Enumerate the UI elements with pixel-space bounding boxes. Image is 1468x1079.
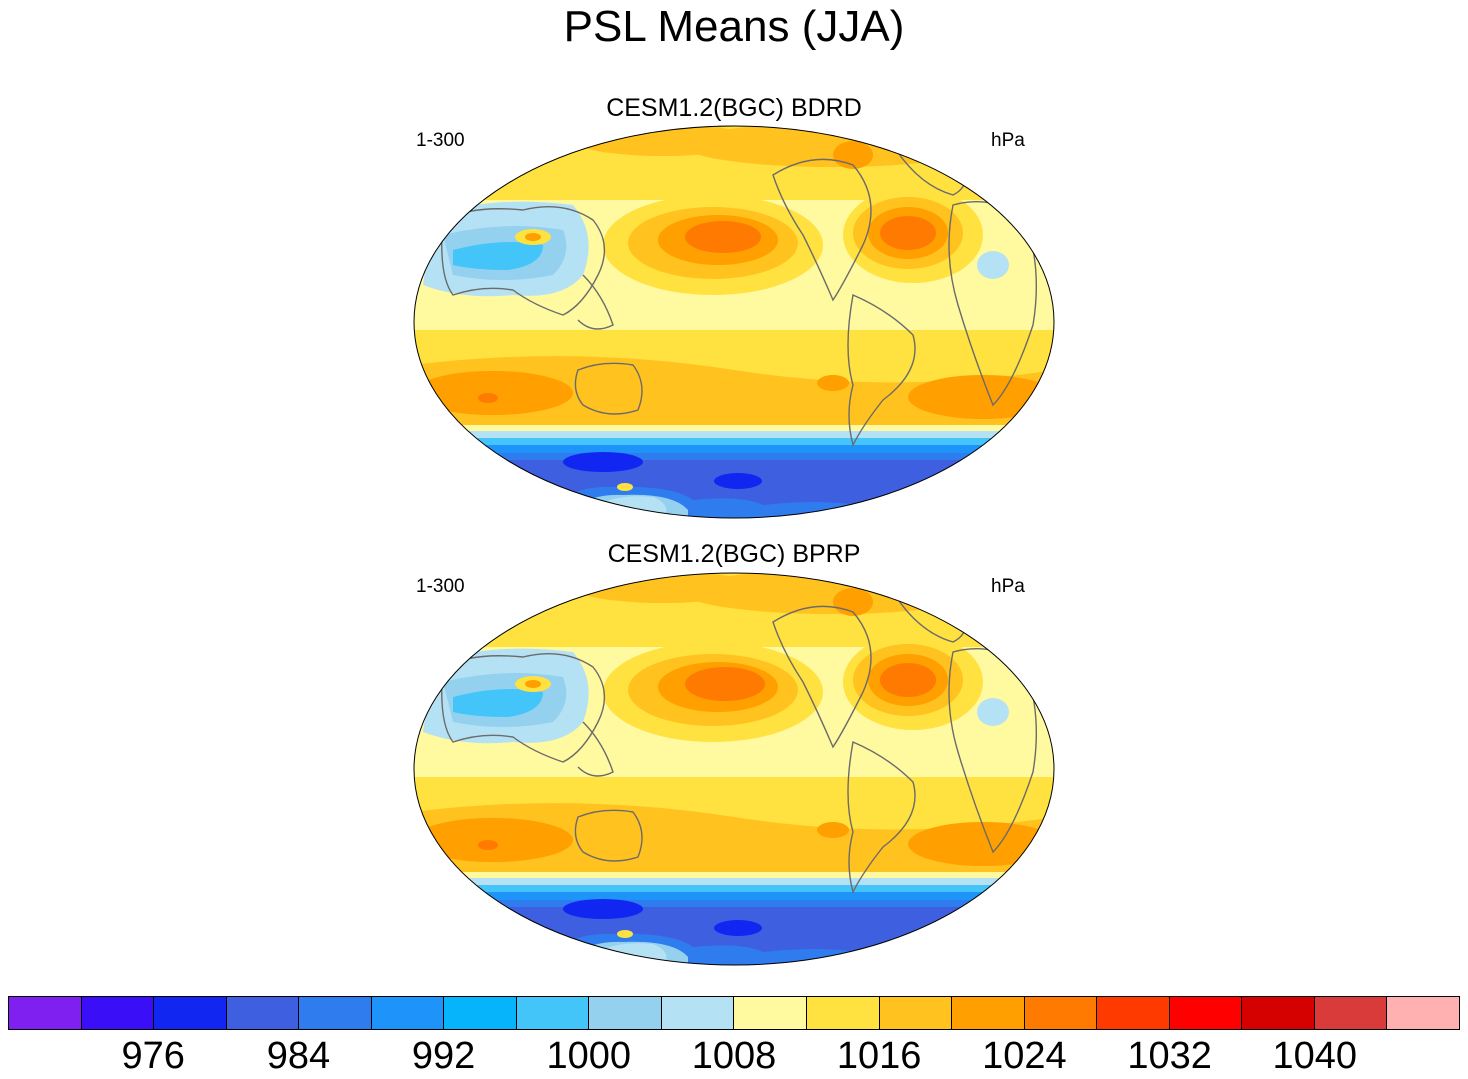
colorbar-box	[81, 997, 155, 1029]
colorbar-box	[299, 997, 372, 1029]
colorbar-tick-label: 1024	[982, 1035, 1067, 1077]
panel-2-title: CESM1.2(BGC) BPRP	[607, 540, 861, 568]
colorbar-tick-label: 1040	[1272, 1035, 1358, 1077]
colorbar-box	[9, 997, 82, 1029]
colorbar-box	[1242, 997, 1315, 1029]
colorbar-box	[1387, 997, 1459, 1029]
colorbar-tick-label: 1032	[1127, 1035, 1212, 1077]
colorbar-box	[661, 997, 735, 1029]
panel-1-units-label: hPa	[991, 130, 1025, 151]
panel-1-title: CESM1.2(BGC) BDRD	[606, 94, 862, 122]
colorbar-box	[1169, 997, 1243, 1029]
colorbar-tick-label: 992	[411, 1035, 476, 1077]
colorbar-box	[1314, 997, 1388, 1029]
figure-title: PSL Means (JJA)	[563, 2, 905, 51]
colorbar	[8, 996, 1460, 1030]
colorbar-tick-label: 984	[266, 1035, 331, 1077]
colorbar-box	[516, 997, 590, 1029]
panel-2-units-label: hPa	[991, 576, 1025, 597]
colorbar-box	[226, 997, 300, 1029]
colorbar-box	[1097, 997, 1170, 1029]
colorbar-box	[444, 997, 517, 1029]
colorbar-tick-label: 1000	[546, 1035, 632, 1077]
panel-1-map	[413, 125, 1055, 519]
colorbar-box	[1024, 997, 1098, 1029]
panel-1-left-label: 1-300	[416, 130, 465, 151]
colorbar-box	[807, 997, 880, 1029]
colorbar-box	[879, 997, 953, 1029]
colorbar-box	[371, 997, 445, 1029]
colorbar-box	[734, 997, 808, 1029]
colorbar-tick-label: 1016	[836, 1035, 922, 1077]
colorbar-box	[952, 997, 1025, 1029]
colorbar-tick-label: 976	[121, 1035, 185, 1077]
panel-2-map	[413, 572, 1055, 966]
colorbar-tick-label: 1008	[691, 1035, 777, 1077]
colorbar-box	[589, 997, 662, 1029]
colorbar-box	[154, 997, 227, 1029]
panel-2-left-label: 1-300	[416, 576, 465, 597]
